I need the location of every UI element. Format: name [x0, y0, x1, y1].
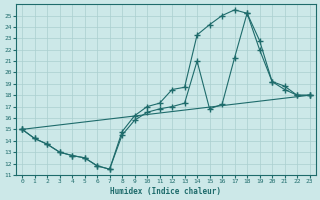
- X-axis label: Humidex (Indice chaleur): Humidex (Indice chaleur): [110, 187, 221, 196]
